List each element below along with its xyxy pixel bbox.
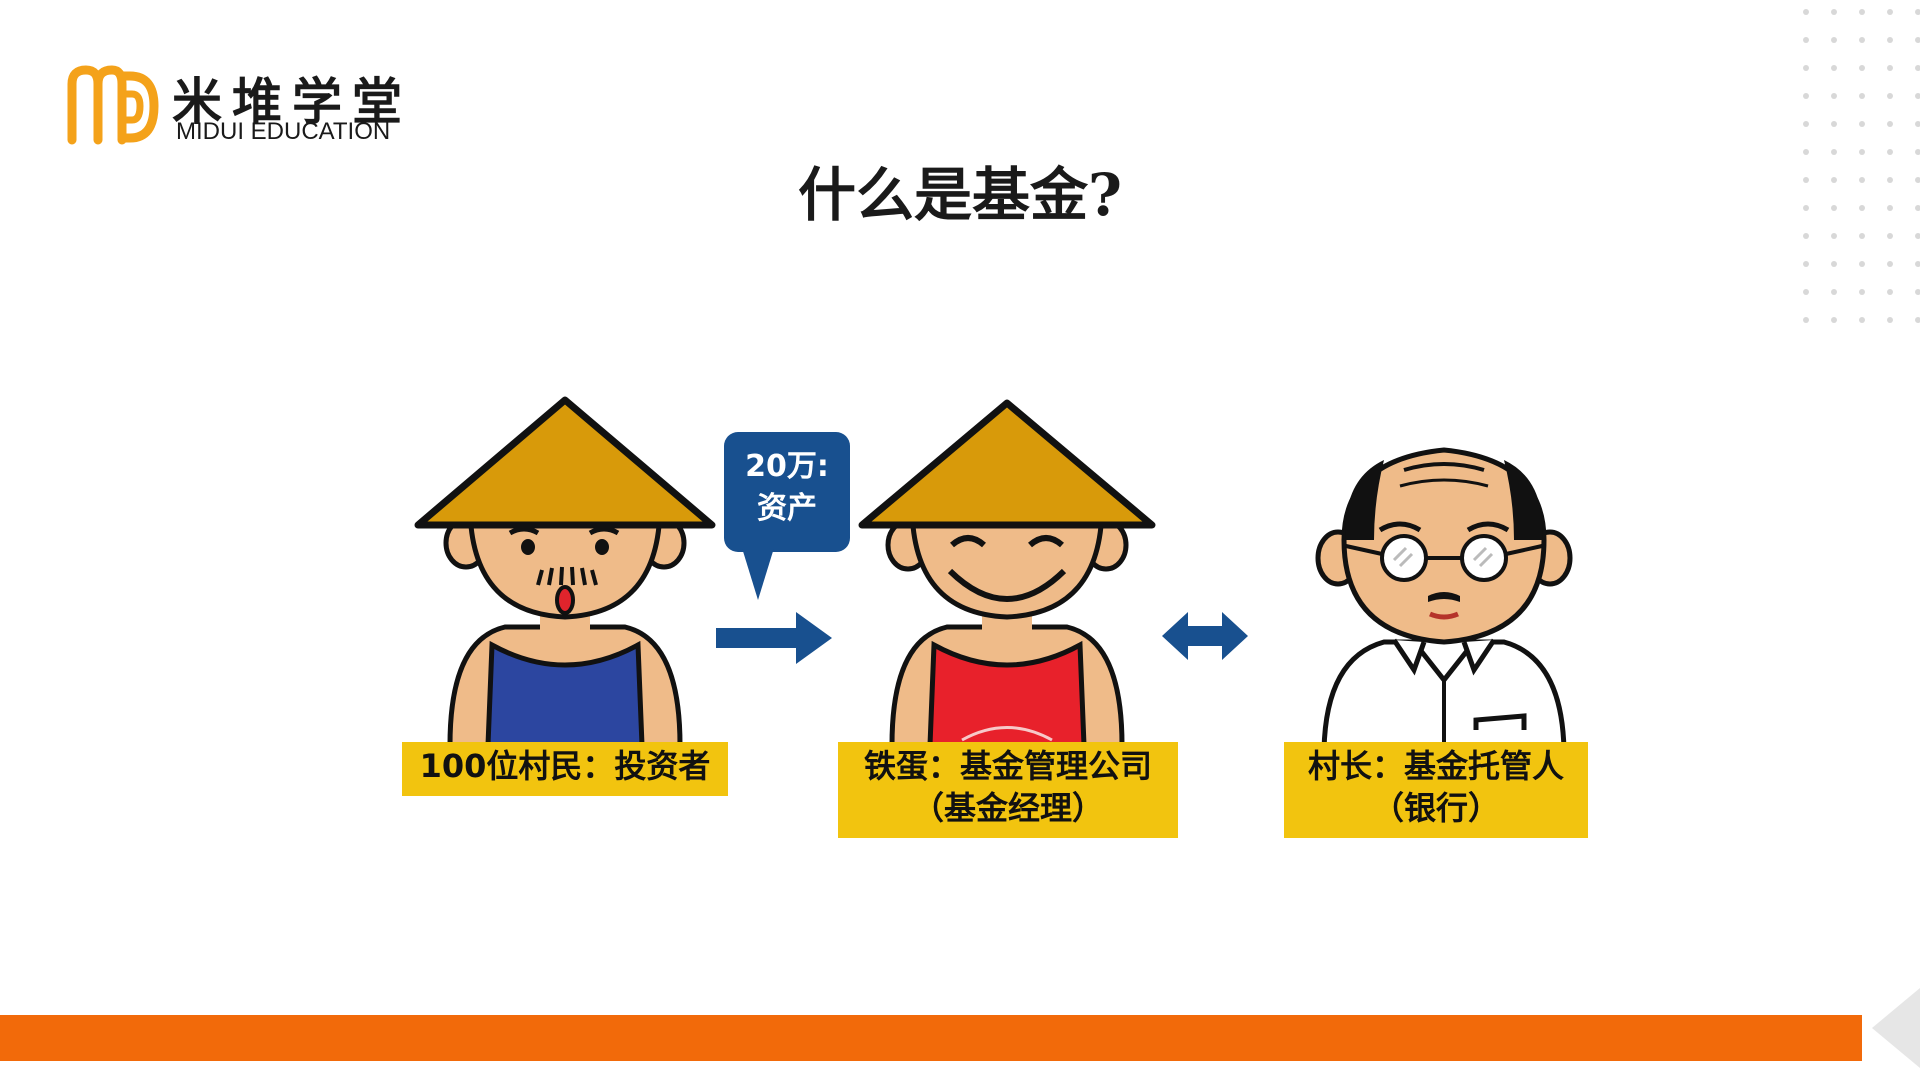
arrow-right-icon xyxy=(716,612,832,664)
speech-bubble-tail xyxy=(742,548,774,600)
label-village-head-line2: （银行） xyxy=(1371,789,1500,827)
dot-grid-decoration xyxy=(1803,9,1920,323)
slide-title: 什么是基金? xyxy=(798,161,1122,229)
villager-figure-illustration xyxy=(414,396,716,745)
corner-triangle-decoration xyxy=(1872,988,1920,1068)
label-tiedan-line1: 铁蛋：基金管理公司 xyxy=(863,747,1152,785)
brand-name-cn: 米堆学堂 xyxy=(172,73,412,131)
bubble-amount: 20万: xyxy=(745,449,829,484)
label-village-head-line1: 村长：基金托管人 xyxy=(1307,747,1564,785)
brand-name-en: MIDUI EDUCATION xyxy=(176,118,391,145)
label-village-head: 村长：基金托管人 （银行） xyxy=(1284,742,1588,838)
speech-bubble xyxy=(724,432,850,552)
tiedan-figure-illustration xyxy=(858,399,1156,745)
double-arrow-icon xyxy=(1162,612,1248,660)
speech-bubble-text: 20万: 资产 xyxy=(724,446,850,530)
label-tiedan: 铁蛋：基金管理公司 （基金经理） xyxy=(838,742,1178,838)
brand-logo: 米堆学堂 MIDUI EDUCATION xyxy=(64,62,424,152)
village-head-figure-illustration xyxy=(1315,447,1573,750)
midui-logo-icon xyxy=(67,65,159,145)
bubble-asset: 资产 xyxy=(757,491,817,526)
footer-accent-bar xyxy=(0,1015,1862,1061)
label-tiedan-line2: （基金经理） xyxy=(911,789,1104,827)
label-villagers-text: 100位村民：投资者 xyxy=(419,747,711,785)
label-villagers: 100位村民：投资者 xyxy=(402,742,728,796)
